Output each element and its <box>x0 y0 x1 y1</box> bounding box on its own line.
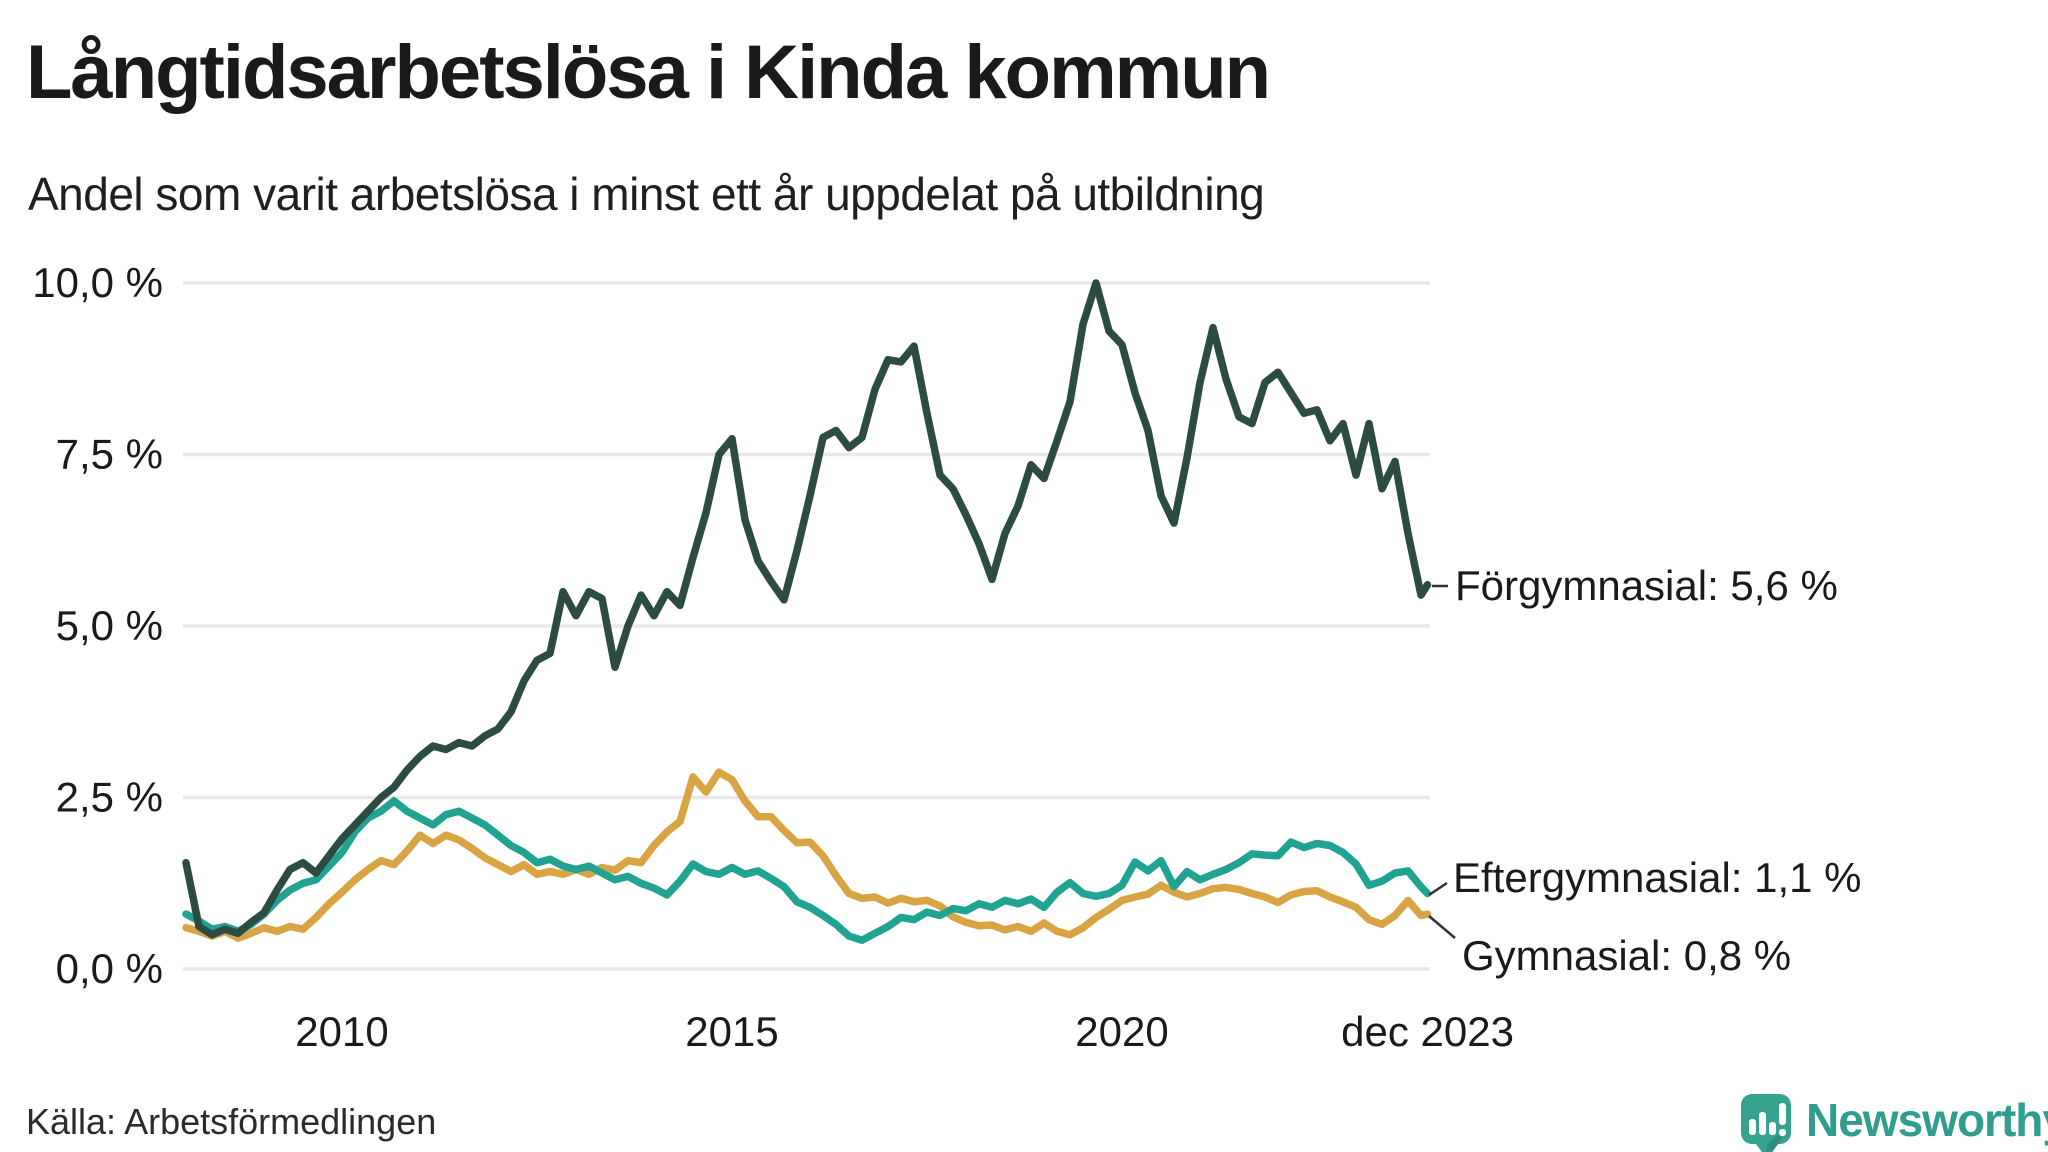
logo-bar-1 <box>1749 1119 1756 1135</box>
series-line-gymnasial <box>182 768 1432 942</box>
y-tick-label: 0,0 % <box>56 945 163 992</box>
y-tick-label: 5,0 % <box>56 602 163 649</box>
newsworthy-logo-icon <box>1741 1094 1791 1152</box>
page-title: Långtidsarbetslösa i Kinda kommun <box>26 30 1269 115</box>
logo-bar-3 <box>1769 1122 1776 1135</box>
logo-bar-2 <box>1759 1112 1766 1135</box>
y-tick-label: 2,5 % <box>56 774 163 821</box>
end-label-leaders <box>1428 584 1456 939</box>
x-tick-label: 2010 <box>295 1008 388 1055</box>
chart-subtitle: Andel som varit arbetslösa i minst ett å… <box>28 168 1264 220</box>
y-tick-label: 7,5 % <box>56 431 163 478</box>
series-line-frgymnasial <box>182 279 1432 939</box>
logo-exclamation-bar <box>1779 1103 1786 1125</box>
gridlines <box>183 281 1430 971</box>
x-tick-label: 2015 <box>685 1008 778 1055</box>
end-label-forgymnasial: Förgymnasial: 5,6 % <box>1455 562 1838 609</box>
leader-gymnasial <box>1428 915 1456 939</box>
logo-exclamation-dot <box>1779 1129 1786 1136</box>
leader-eftergymnasial <box>1428 881 1448 897</box>
series-line-eftergymnasial <box>182 797 1432 944</box>
y-axis-tick-labels: 0,0 % 2,5 % 5,0 % 7,5 % 10,0 % <box>32 259 163 992</box>
end-label-eftergymnasial: Eftergymnasial: 1,1 % <box>1453 854 1862 901</box>
x-axis-tick-labels: 2010 2015 2020 dec 2023 <box>295 1008 1514 1055</box>
x-tick-label: 2020 <box>1075 1008 1168 1055</box>
source-note: Källa: Arbetsförmedlingen <box>26 1101 436 1142</box>
x-tick-label: dec 2023 <box>1341 1008 1514 1055</box>
y-tick-label: 10,0 % <box>32 259 163 306</box>
series-lines <box>182 279 1432 944</box>
newsworthy-logo: Newsworthy <box>1741 1094 2048 1152</box>
end-label-gymnasial: Gymnasial: 0,8 % <box>1462 932 1791 979</box>
newsworthy-wordmark: Newsworthy <box>1806 1094 2048 1146</box>
